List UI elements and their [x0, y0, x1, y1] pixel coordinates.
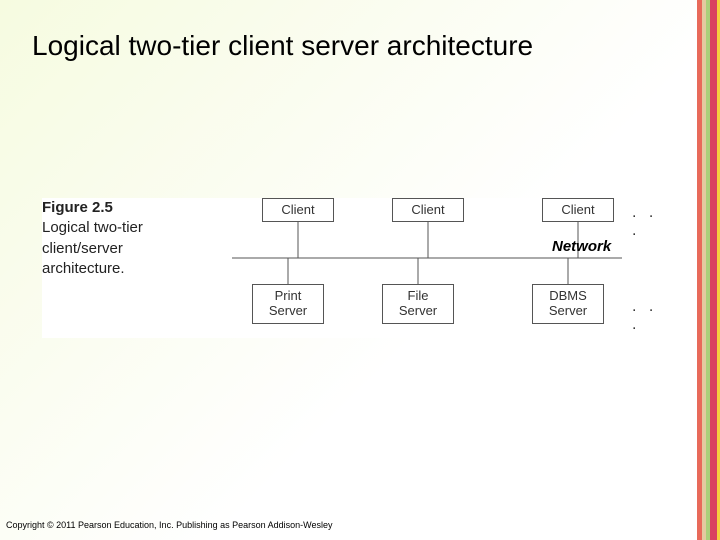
- node-client1: Client: [262, 198, 334, 222]
- node-file: FileServer: [382, 284, 454, 324]
- figure-caption: Figure 2.5 Logical two-tier client/serve…: [42, 198, 192, 279]
- node-client2: Client: [392, 198, 464, 222]
- decorative-stripe: [697, 0, 720, 540]
- node-client3: Client: [542, 198, 614, 222]
- slide-title: Logical two-tier client server architect…: [32, 30, 533, 62]
- node-print: PrintServer: [252, 284, 324, 324]
- ellipsis: . . .: [632, 298, 672, 334]
- slide: Logical two-tier client server architect…: [0, 0, 720, 540]
- copyright-line: Copyright © 2011 Pearson Education, Inc.…: [6, 520, 333, 530]
- figure-label: Figure 2.5: [42, 198, 192, 218]
- ellipsis: . . .: [632, 204, 672, 240]
- node-dbms: DBMSServer: [532, 284, 604, 324]
- network-diagram: Network Client Client Client PrintServer Fil…: [192, 198, 672, 338]
- network-label: Network: [552, 238, 611, 255]
- figure-caption-text: Logical two-tier client/server architect…: [42, 219, 143, 277]
- figure-area: Figure 2.5 Logical two-tier client/serve…: [42, 198, 672, 338]
